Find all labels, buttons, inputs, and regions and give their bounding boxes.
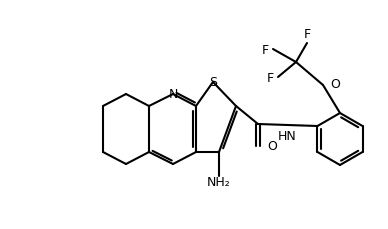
Text: F: F bbox=[303, 28, 310, 41]
Text: F: F bbox=[267, 71, 274, 84]
Text: O: O bbox=[267, 139, 277, 152]
Text: NH₂: NH₂ bbox=[207, 175, 231, 188]
Text: O: O bbox=[330, 78, 340, 91]
Text: S: S bbox=[209, 76, 217, 89]
Text: N: N bbox=[168, 88, 178, 101]
Text: F: F bbox=[262, 43, 269, 56]
Text: HN: HN bbox=[277, 129, 296, 142]
